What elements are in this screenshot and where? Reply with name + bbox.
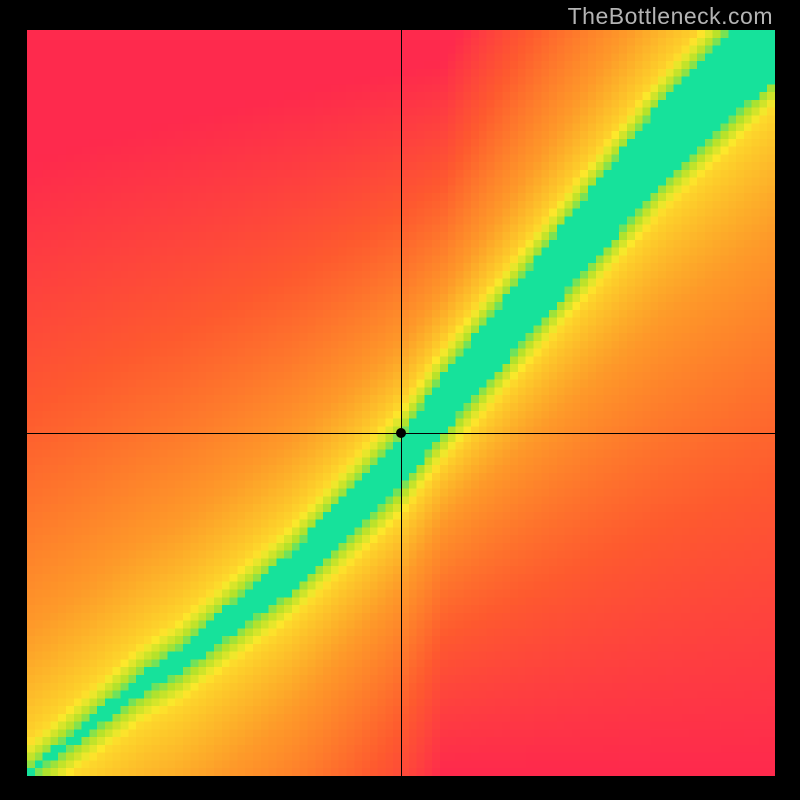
bottleneck-heatmap-chart	[27, 30, 775, 776]
crosshair-vertical	[401, 30, 402, 776]
crosshair-marker-dot	[396, 428, 406, 438]
watermark-label: TheBottleneck.com	[568, 3, 773, 30]
